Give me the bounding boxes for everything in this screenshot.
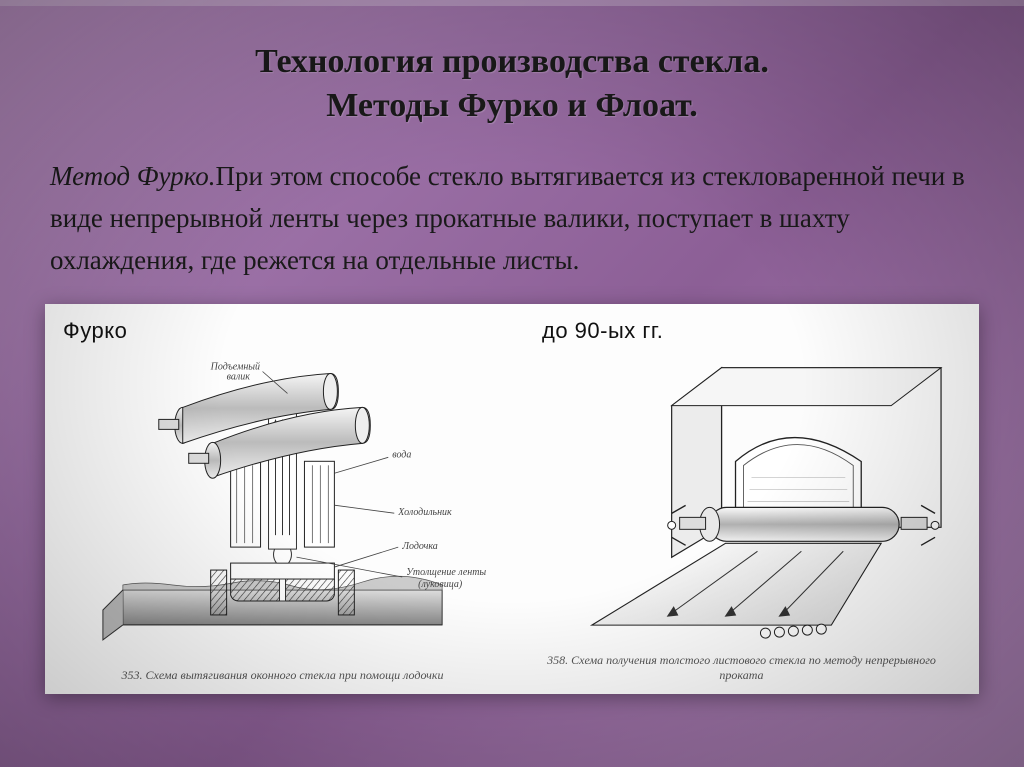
label-cooler: Холодильник [397,507,452,518]
figure-right-caption: 358. Схема получения толстого листового … [522,653,961,684]
figure-left-panel: Фурко [63,318,502,684]
rolling-drawing [522,348,961,647]
label-water: вода [392,449,411,460]
figure-right-heading: до 90-ых гг. [522,318,961,344]
label-bulb-2: (луковица) [418,579,463,590]
figure-left-caption: 353. Схема вытягивания оконного стекла п… [63,668,502,684]
label-bulb: Утолщение ленты [406,567,486,578]
rolling-svg [522,348,961,647]
title-line-2: Методы Фурко и Флоат. [45,84,979,128]
title-line-1: Технология производства стекла. [45,40,979,84]
figure-left-heading: Фурко [63,318,502,344]
body-lead: Метод Фурко. [50,161,215,191]
body-paragraph: Метод Фурко.При этом способе стекло вытя… [45,156,979,282]
slide-title-block: Технология производства стекла. Методы Ф… [45,40,979,128]
fourcault-drawing: Подъемный валик вода Холодильник Лодочка… [63,348,502,662]
figure-right-panel: до 90-ых гг. [522,318,961,684]
caption-right-num: 358. [547,653,568,667]
label-top-2: валик [227,371,251,382]
caption-left-text: Схема вытягивания оконного стекла при по… [146,668,444,682]
fourcault-svg: Подъемный валик вода Холодильник Лодочка… [63,348,502,662]
figure-area: Фурко [45,304,979,694]
caption-right-text: Схема получения толстого листового стекл… [571,653,936,683]
label-boat: Лодочка [401,541,438,552]
caption-left-num: 353. [122,668,143,682]
paper-edge [0,0,1024,6]
